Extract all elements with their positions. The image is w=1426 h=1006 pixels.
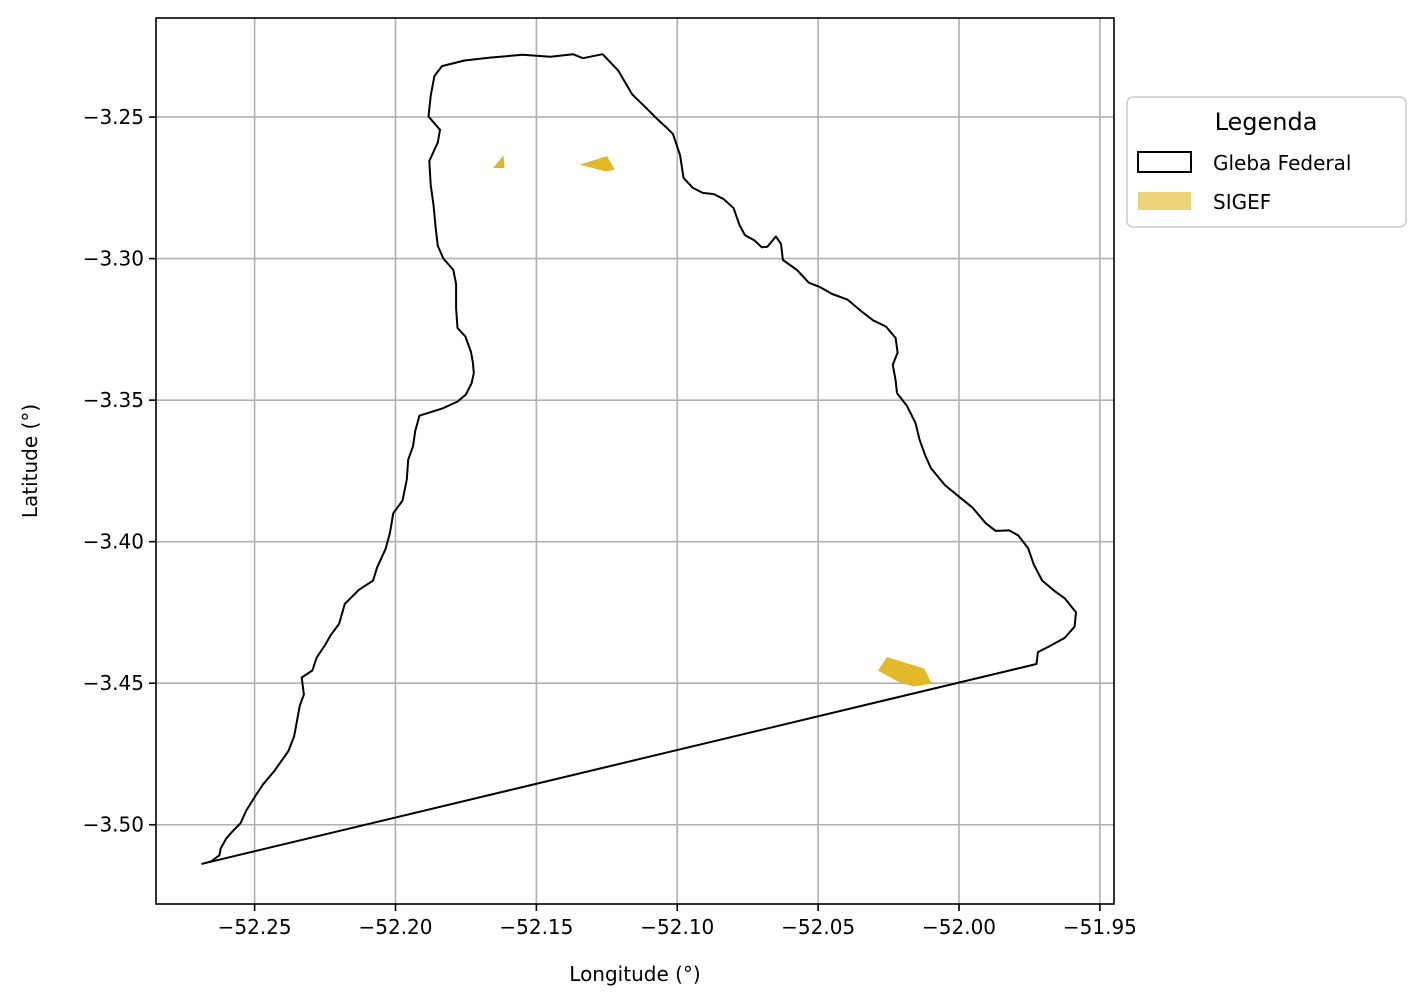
y-tick-label: −3.30 (83, 247, 144, 271)
x-tick-label: −52.15 (499, 915, 573, 939)
legend-label-sigef: SIGEF (1213, 190, 1271, 214)
y-tick-label: −3.45 (83, 671, 144, 695)
x-axis-label: Longitude (°) (569, 962, 700, 986)
x-tick-label: −52.20 (358, 915, 432, 939)
y-tick-label: −3.40 (83, 530, 144, 554)
plot-frame (155, 17, 1115, 905)
grid-lines (156, 18, 1114, 904)
y-tick-label: −3.50 (83, 813, 144, 837)
axis-ticks: −52.25 −52.20 −52.15 −52.10 −52.05 −52.00 −51.… (83, 105, 1137, 939)
map-data-layer (201, 53, 1077, 865)
legend-title: Legenda (1215, 108, 1318, 136)
legend-swatch-sigef (1138, 192, 1191, 210)
x-tick-label: −52.05 (781, 915, 855, 939)
legend: Legenda Gleba Federal SIGEF (1126, 96, 1407, 228)
legend-box (1126, 96, 1407, 228)
x-tick-label: −51.95 (1063, 915, 1137, 939)
x-tick-label: −52.00 (922, 915, 996, 939)
sigef-parcel-2 (579, 156, 615, 172)
sigef-parcel-1 (493, 155, 505, 168)
y-axis-label: Latitude (°) (18, 404, 42, 518)
legend-label-gleba-federal: Gleba Federal (1213, 151, 1351, 175)
y-tick-label: −3.25 (83, 105, 144, 129)
sigef-parcel-3 (877, 657, 932, 687)
legend-swatch-gleba-federal (1137, 151, 1192, 173)
x-tick-label: −52.10 (640, 915, 714, 939)
gleba-federal-boundary (201, 53, 1077, 865)
x-tick-label: −52.25 (218, 915, 292, 939)
y-tick-label: −3.35 (83, 388, 144, 412)
